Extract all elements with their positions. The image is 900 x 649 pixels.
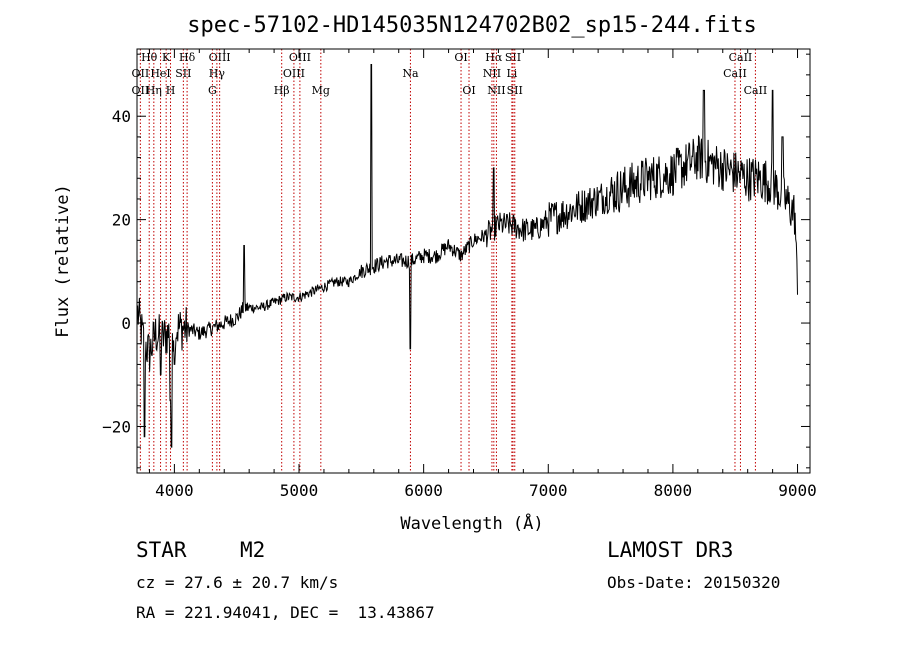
survey-name: LAMOST DR3 [607, 538, 734, 562]
line-label: NII [487, 84, 505, 97]
line-label: OIII [289, 51, 311, 64]
y-tick-label: 40 [112, 107, 131, 126]
plot-frame [136, 48, 811, 474]
x-tick-label: 6000 [404, 481, 443, 500]
x-tick-label: 8000 [654, 481, 693, 500]
line-label: Hγ [209, 67, 226, 80]
line-label: SII [507, 84, 523, 97]
line-label: Na [402, 67, 419, 80]
coordinates: RA = 221.94041, DEC = 13.43867 [136, 603, 435, 622]
line-label: CaII [744, 84, 768, 97]
line-label: Mg [312, 84, 330, 97]
line-label: Li [506, 67, 517, 80]
x-axis-label: Wavelength (Å) [400, 512, 543, 534]
line-label: HeI [150, 67, 170, 80]
line-label: Hβ [274, 84, 290, 97]
y-axis-label: Flux (relative) [53, 184, 73, 338]
line-label: Hδ [179, 51, 196, 64]
line-label: CaII [729, 51, 753, 64]
line-label: OIII [283, 67, 305, 80]
obs-date: Obs-Date: 20150320 [607, 573, 781, 592]
line-label: SII [175, 67, 191, 80]
y-tick-label: 20 [112, 211, 131, 230]
chart-title: spec-57102-HD145035N124702B02_sp15-244.f… [187, 13, 757, 38]
line-label: Hα [485, 51, 503, 64]
line-label: OIII [209, 51, 231, 64]
line-label: OI [462, 84, 475, 97]
redshift-info: cz = 27.6 ± 20.7 km/s [136, 573, 339, 592]
y-tick-label: −20 [102, 417, 131, 436]
line-label: NII [483, 67, 501, 80]
x-tick-label: 4000 [155, 481, 194, 500]
line-label: Hη [146, 84, 162, 97]
object-subclass: M2 [240, 538, 266, 562]
axes: 4000 5000 6000 7000 8000 9000 −20 0 20 40 [102, 49, 817, 500]
spectrum-series-line [137, 64, 798, 448]
line-label: K [162, 51, 171, 64]
x-tick-label: 7000 [529, 481, 568, 500]
line-label: H [166, 84, 176, 97]
line-label: OII [132, 84, 150, 97]
y-tick-label: 0 [121, 314, 131, 333]
x-tick-label: 5000 [280, 481, 319, 500]
line-label: OI [454, 51, 467, 64]
x-tick-label: 9000 [778, 481, 817, 500]
line-label: G [208, 84, 217, 97]
line-label: SII [505, 51, 521, 64]
line-label: CaII [723, 67, 747, 80]
object-class: STAR [136, 538, 187, 562]
line-label: OII [132, 67, 150, 80]
